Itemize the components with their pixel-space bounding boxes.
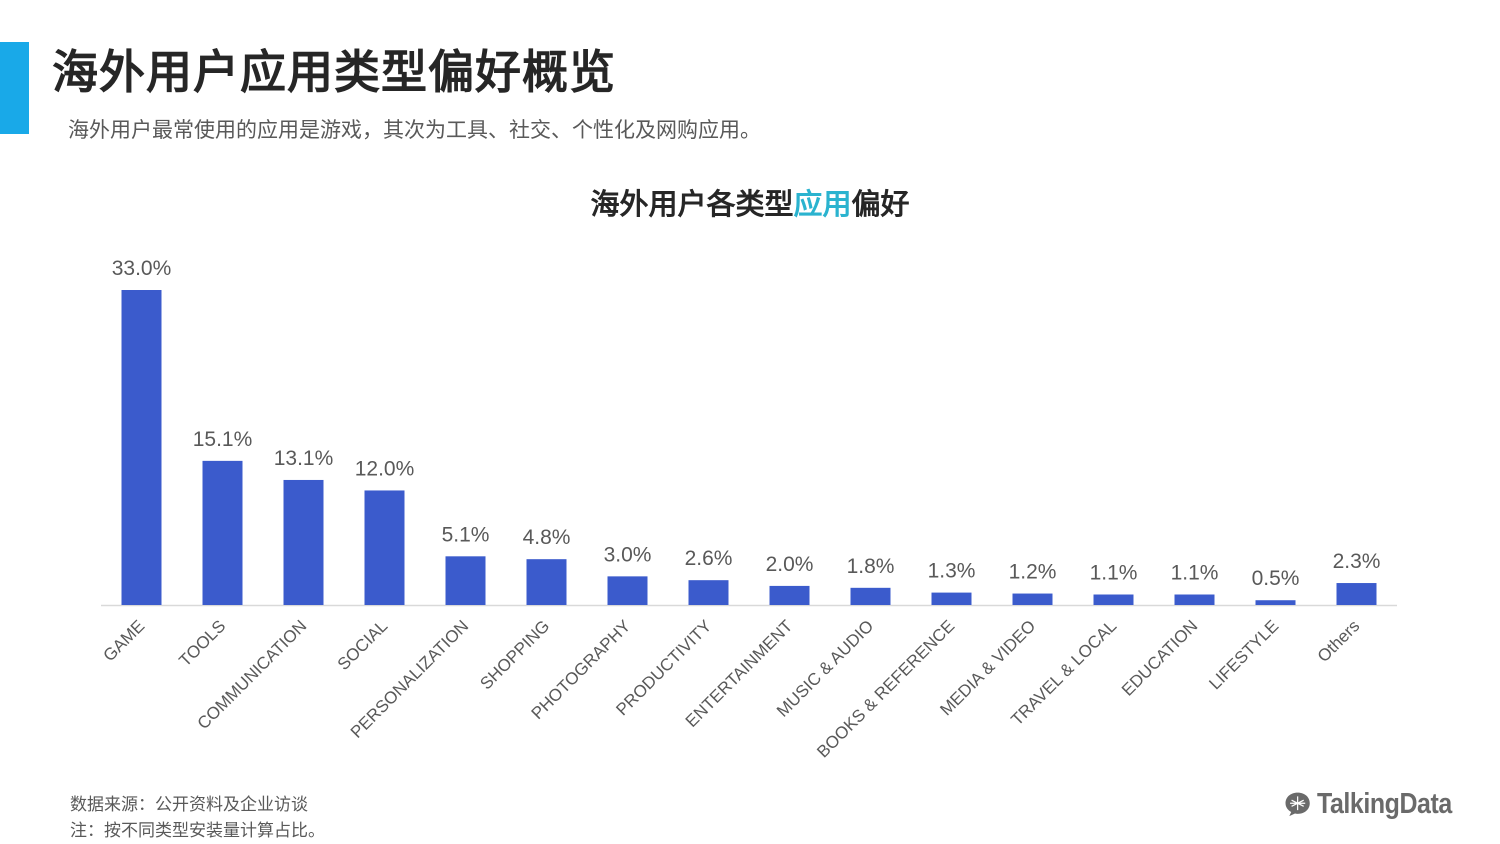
data-label: 2.6% — [685, 547, 733, 570]
bar — [121, 290, 162, 605]
data-label: 1.1% — [1171, 562, 1219, 585]
calculation-note: 注：按不同类型安装量计算占比。 — [70, 821, 325, 841]
data-label: 4.8% — [523, 526, 571, 549]
page-title: 海外用户应用类型偏好概览 — [52, 45, 616, 99]
data-label: 2.0% — [766, 553, 814, 576]
data-label: 1.2% — [1009, 561, 1057, 584]
category-label: GAME — [99, 616, 148, 665]
data-label: 1.1% — [1090, 562, 1138, 585]
category-label: Others — [1314, 616, 1364, 666]
category-label: SOCIAL — [334, 616, 392, 674]
data-label: 1.3% — [928, 560, 976, 583]
logo-text: TalkingData — [1317, 787, 1453, 820]
data-label: 12.0% — [355, 457, 415, 480]
category-label: TOOLS — [175, 616, 229, 670]
bar — [931, 592, 972, 605]
data-label: 33.0% — [112, 257, 172, 280]
page-subtitle: 海外用户最常使用的应用是游戏，其次为工具、社交、个性化及网购应用。 — [68, 118, 761, 142]
data-label: 1.8% — [847, 555, 895, 578]
bar — [850, 587, 891, 605]
category-label: BOOKS & REFERENCE — [813, 616, 958, 761]
chart-title-part2: 偏好 — [851, 187, 910, 221]
chart-title: 海外用户各类型应用偏好 — [0, 181, 1500, 223]
bar — [607, 576, 648, 605]
chart-title-part1: 海外用户各类型 — [590, 187, 794, 221]
speech-bubble-icon — [1285, 792, 1310, 817]
category-label: SHOPPING — [476, 616, 553, 693]
bar — [769, 585, 810, 605]
data-source-note: 数据来源：公开资料及企业访谈 — [70, 795, 308, 815]
bar — [526, 559, 567, 605]
category-label: LIFESTYLE — [1205, 616, 1282, 693]
bar — [364, 490, 405, 605]
bar — [1336, 583, 1377, 605]
bar — [202, 460, 243, 605]
bar — [445, 556, 486, 605]
data-label: 5.1% — [442, 523, 490, 546]
talkingdata-logo: TalkingData — [1284, 784, 1474, 824]
data-label: 13.1% — [274, 447, 334, 470]
bar — [688, 580, 729, 605]
bar — [1012, 593, 1053, 605]
bar — [283, 479, 324, 605]
title-accent-bar — [0, 42, 29, 134]
data-label: 0.5% — [1252, 567, 1300, 590]
category-label: EDUCATION — [1118, 616, 1201, 699]
data-label: 2.3% — [1333, 550, 1381, 573]
data-label: 3.0% — [604, 543, 652, 566]
bar — [1255, 600, 1296, 605]
chart-title-highlight: 应用 — [793, 187, 852, 221]
bar — [1093, 594, 1134, 605]
data-label: 15.1% — [193, 428, 253, 451]
bar — [1174, 594, 1215, 605]
